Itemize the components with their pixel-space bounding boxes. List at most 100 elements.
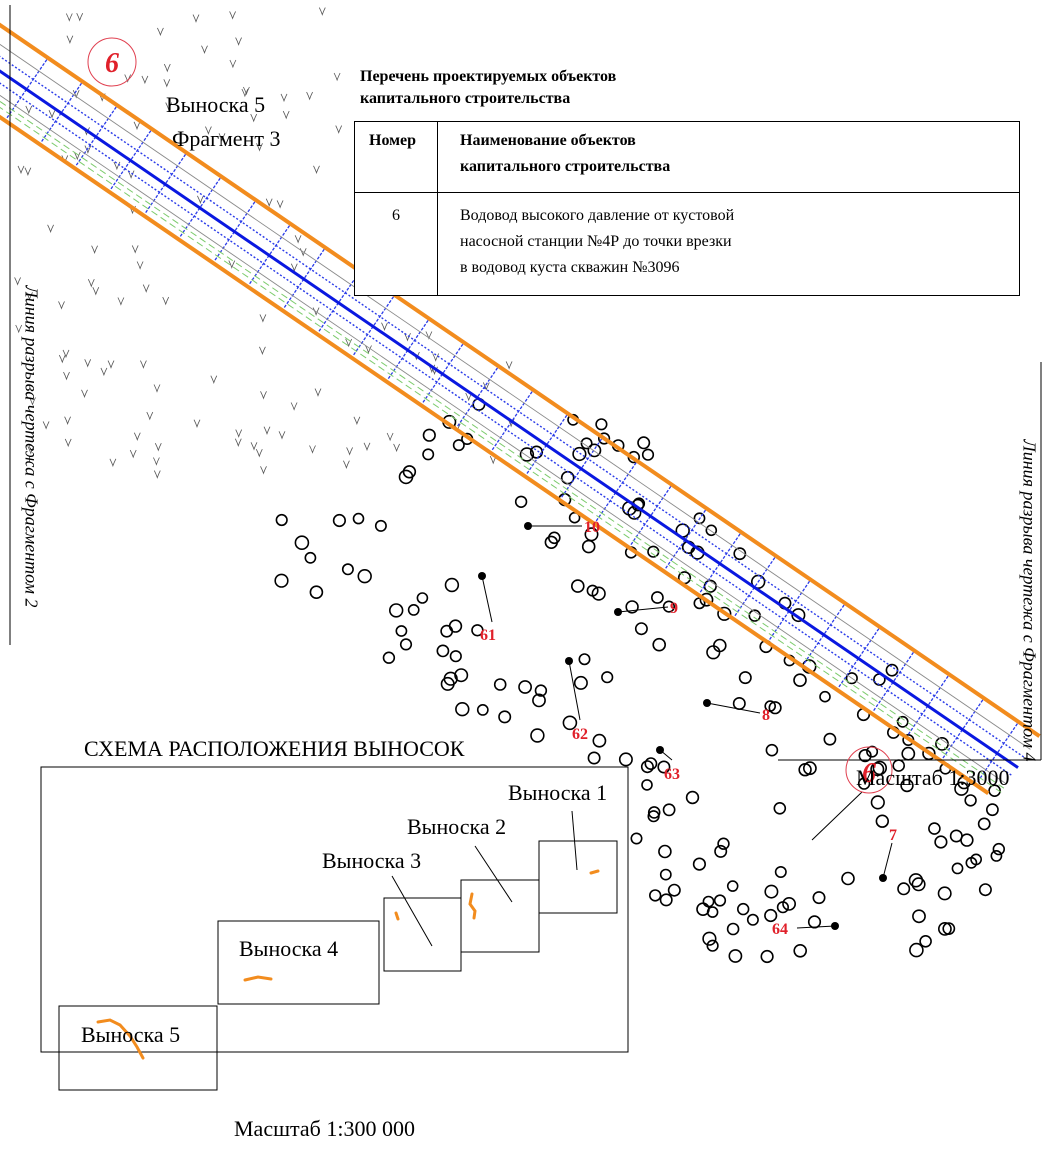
shrub-circle <box>938 922 952 936</box>
shrub-circle <box>765 743 779 757</box>
shrub-circle <box>568 511 581 524</box>
shrub-circle <box>793 673 807 688</box>
vegetation-glyph <box>15 324 23 334</box>
shrub-circle <box>395 625 408 637</box>
corridor-crossline <box>490 391 533 452</box>
vegetation-glyph <box>133 432 141 441</box>
vegetation-glyph <box>163 63 171 73</box>
vegetation-glyph <box>425 331 433 340</box>
shrub-circle <box>717 606 732 621</box>
vegetation-glyph <box>241 88 249 98</box>
break-line-left-label: Линия разрыва чертежа с Фрагментом 2 <box>21 285 42 608</box>
shrub-circle <box>732 696 746 710</box>
shrub-circle <box>717 837 730 850</box>
vegetation-glyph <box>25 105 33 115</box>
vegetation-glyph <box>353 416 361 426</box>
vegetation-glyph <box>318 7 326 16</box>
vegetation-glyph <box>92 287 100 296</box>
shrub-circle <box>658 844 672 859</box>
shrub-circle <box>595 418 608 431</box>
shrub-circle <box>476 704 489 716</box>
corridor-crossline <box>594 462 637 523</box>
shrub-circle <box>870 762 885 777</box>
vegetation-glyph <box>260 391 267 400</box>
shrub-circle <box>514 495 528 508</box>
shrub-circle <box>951 862 964 875</box>
object-name-line2: насосной станции №4Р до точки врезки <box>460 233 732 250</box>
shrub-circle <box>937 886 952 901</box>
shrub-circle <box>587 443 602 458</box>
callout-scheme <box>40 766 629 1091</box>
shrub-circle <box>919 934 932 948</box>
vegetation-glyph <box>142 284 150 293</box>
vegetation-glyph <box>17 165 25 175</box>
vegetation-glyph <box>489 455 497 465</box>
vegetation-glyph <box>154 443 162 452</box>
vegetation-glyph <box>47 224 54 234</box>
shrub-circle <box>659 868 672 881</box>
callout-label-4: Выноска 4 <box>239 936 339 961</box>
vegetation-glyph <box>64 416 71 425</box>
vegetation-glyph <box>210 375 218 384</box>
orange-boundary <box>0 114 990 795</box>
vegetation-glyph <box>91 245 98 254</box>
vegetation-glyph <box>192 14 200 23</box>
shrub-circle <box>581 539 596 554</box>
shrub-circle <box>977 817 991 831</box>
shrub-circle <box>922 746 936 761</box>
shrub-circle <box>764 884 779 899</box>
corridor-crossline <box>317 272 360 333</box>
vegetation-glyph <box>124 74 132 83</box>
vegetation-glyph <box>133 121 141 131</box>
shrub-circle <box>637 436 651 450</box>
survey-point: 63 <box>656 746 680 783</box>
vegetation-glyph <box>63 371 70 381</box>
shrub-circle <box>652 637 667 652</box>
shrub-circle <box>764 700 777 712</box>
shrub-circle <box>519 447 535 462</box>
shrub-circle <box>793 943 808 958</box>
callout-route-3 <box>394 911 400 921</box>
shrub-circle <box>978 883 992 897</box>
vegetation-glyph <box>250 442 258 451</box>
shrub-circle <box>857 777 871 790</box>
shrub-circle <box>986 803 999 817</box>
vegetation-glyph <box>243 86 250 96</box>
shrub-circle <box>702 895 715 908</box>
shrub-circle <box>382 651 396 664</box>
callout-box-3 <box>383 897 462 972</box>
shrub-circle <box>845 672 858 685</box>
object-name-cell: Водовод высокого давление от кустовой на… <box>437 192 1020 296</box>
vegetation-glyph <box>62 349 70 359</box>
point-label: 8 <box>762 707 770 724</box>
gray-line <box>0 94 1007 785</box>
vegetation-glyph <box>81 389 88 399</box>
shrub-circle <box>422 428 436 442</box>
vegetation-glyph <box>127 170 135 179</box>
vegetation-glyph <box>72 90 80 99</box>
green-line <box>0 100 1005 789</box>
green-line <box>0 106 1002 793</box>
shrub-circle <box>352 512 365 525</box>
shrub-circle <box>332 513 347 528</box>
shrub-circle <box>647 545 660 558</box>
vegetation-glyph <box>282 110 290 120</box>
shrub-circle <box>274 573 289 588</box>
shrub-circle <box>341 563 354 576</box>
shrub-circle <box>964 794 977 807</box>
vegetation-glyph <box>136 261 144 270</box>
corridor-crossline <box>698 533 741 594</box>
shrub-circle <box>493 678 507 691</box>
callout-title: Выноска 5 <box>166 92 266 117</box>
main-scale: Масштаб 1:3000 <box>856 765 1010 790</box>
corridor-crossline <box>5 59 48 120</box>
vegetation-glyph <box>363 442 371 452</box>
callout-route-1 <box>589 869 600 875</box>
callout-route-5 <box>96 1018 145 1060</box>
vegetation-glyph <box>381 322 388 331</box>
vegetation-glyph <box>84 359 92 368</box>
vegetation-glyph <box>432 353 440 362</box>
vegetation-glyph <box>26 292 33 301</box>
vegetation-glyph <box>14 277 21 286</box>
pipeline-axis <box>0 69 1019 769</box>
